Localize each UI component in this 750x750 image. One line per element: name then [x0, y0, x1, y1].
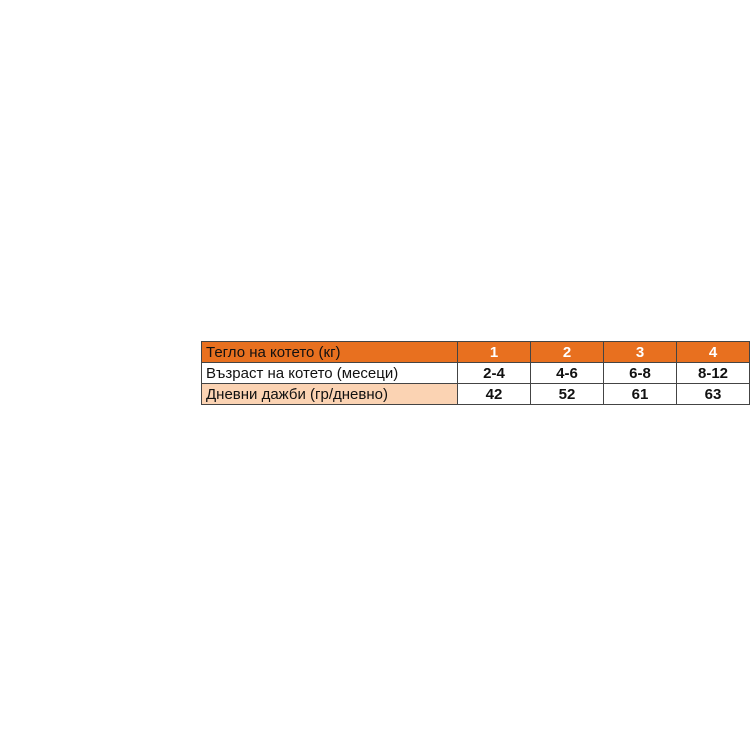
header-cell: 1 [457, 341, 531, 363]
table-cell: 8-12 [676, 362, 750, 384]
header-cell: 4 [676, 341, 750, 363]
table-row: Възраст на котето (месеци) 2-4 4-6 6-8 8… [201, 362, 750, 384]
row-label: Възраст на котето (месеци) [201, 362, 458, 384]
header-cell: 2 [530, 341, 604, 363]
table-header-row: Тегло на котето (кг) 1 2 3 4 [201, 341, 750, 363]
feeding-table: Тегло на котето (кг) 1 2 3 4 Възраст на … [201, 341, 750, 405]
table-cell: 42 [457, 383, 531, 405]
row-label: Дневни дажби (гр/дневно) [201, 383, 458, 405]
header-cell: 3 [603, 341, 677, 363]
table-cell: 63 [676, 383, 750, 405]
table-cell: 2-4 [457, 362, 531, 384]
table-cell: 61 [603, 383, 677, 405]
table-cell: 6-8 [603, 362, 677, 384]
table-cell: 4-6 [530, 362, 604, 384]
table-cell: 52 [530, 383, 604, 405]
header-label: Тегло на котето (кг) [201, 341, 458, 363]
table-row: Дневни дажби (гр/дневно) 42 52 61 63 [201, 383, 750, 405]
